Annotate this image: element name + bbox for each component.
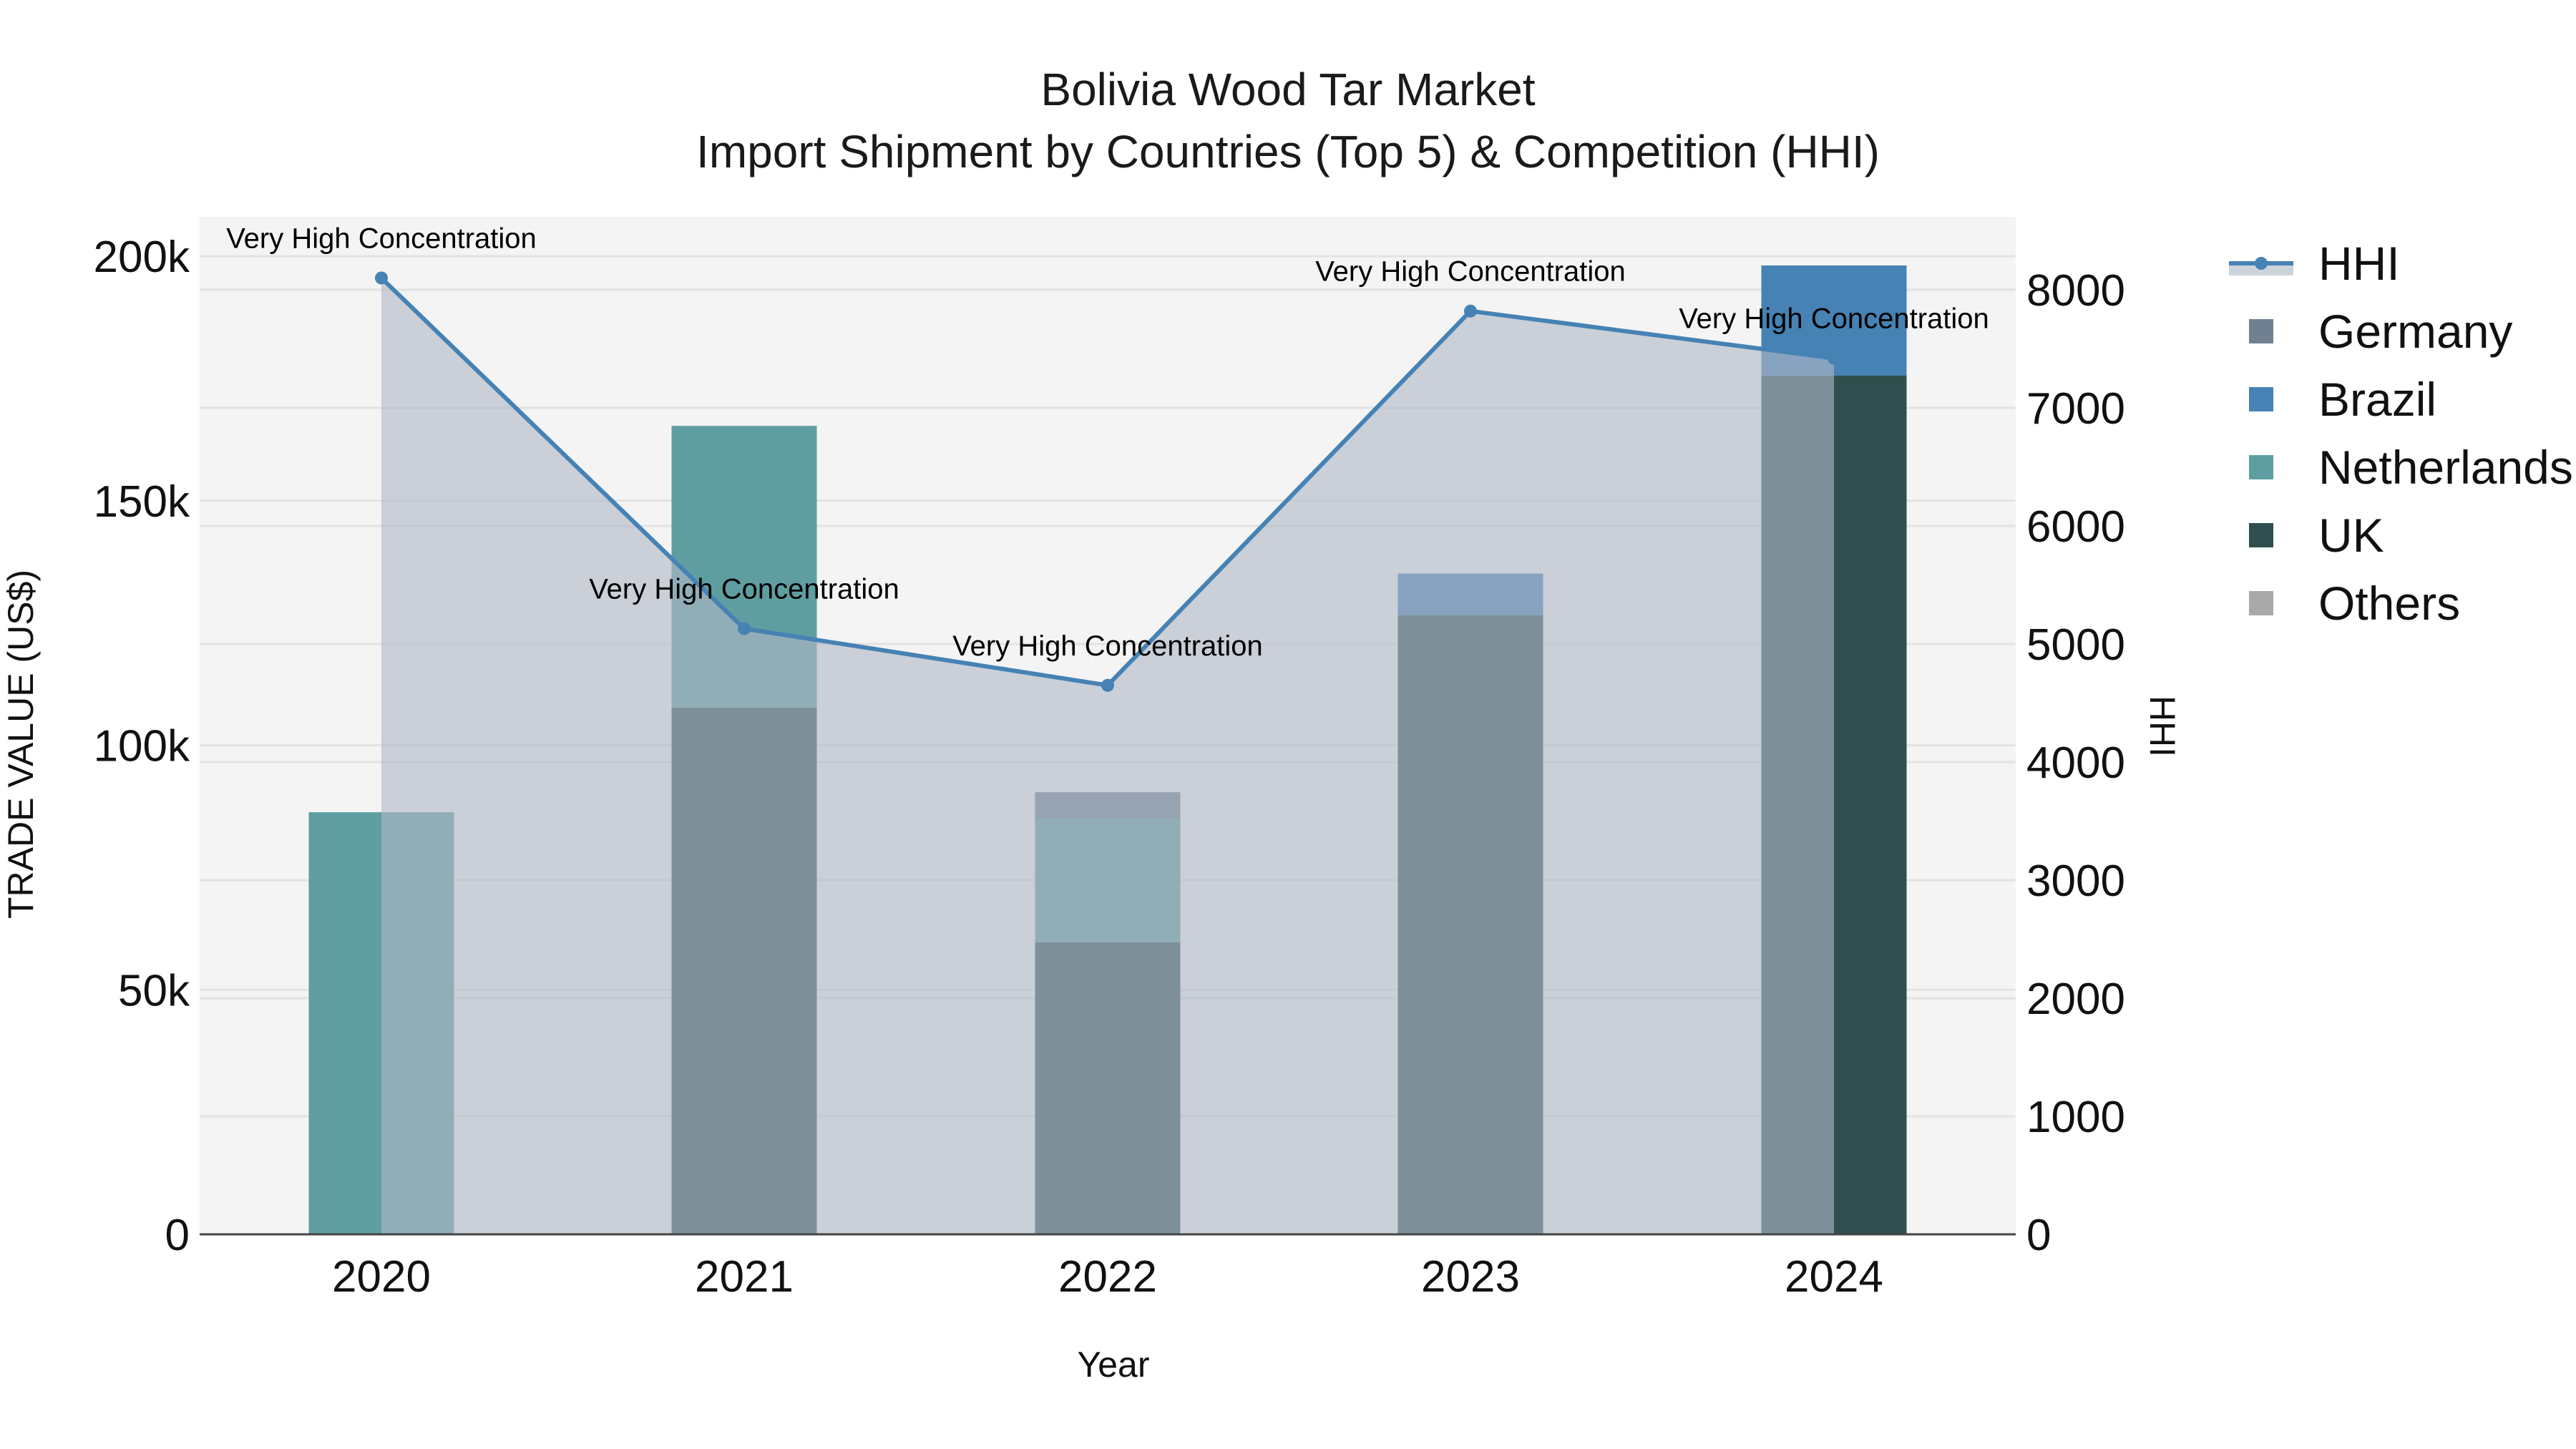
legend-label: HHI <box>2318 236 2400 290</box>
y-right-tick: 3000 <box>2026 857 2125 906</box>
hhi-annotation: Very High Concentration <box>1679 303 1989 335</box>
hhi-annotation: Very High Concentration <box>1315 256 1626 288</box>
hhi-annotation: Very High Concentration <box>952 630 1263 662</box>
square-swatch-icon <box>2249 590 2273 615</box>
legend: HHI Germany Brazil Netherlands UK Others <box>2218 229 2573 637</box>
hhi-area <box>381 278 1834 1234</box>
y-left-tick: 0 <box>165 1211 190 1260</box>
hhi-point-2021[interactable] <box>738 622 751 635</box>
chart-title-line1: Bolivia Wood Tar Market <box>1040 64 1536 115</box>
square-swatch-icon <box>2249 386 2273 411</box>
legend-label: Netherlands <box>2318 440 2573 494</box>
hhi-annotation: Very High Concentration <box>589 574 899 605</box>
y-right-tick: 6000 <box>2026 502 2125 552</box>
legend-item-others[interactable]: Others <box>2218 569 2573 637</box>
line-marker-icon <box>2229 256 2293 275</box>
hhi-annotation: Very High Concentration <box>226 223 537 255</box>
y-left-tick: 150k <box>94 477 190 527</box>
y-left-tick: 50k <box>118 966 190 1015</box>
legend-label: Others <box>2318 576 2461 630</box>
legend-item-netherlands[interactable]: Netherlands <box>2218 433 2573 501</box>
legend-item-brazil[interactable]: Brazil <box>2218 365 2573 433</box>
x-tick: 2023 <box>1421 1252 1520 1302</box>
y-right-tick: 1000 <box>2026 1093 2125 1142</box>
y-right-tick: 0 <box>2026 1211 2051 1260</box>
hhi-annotations: Very High Concentration Very High Concent… <box>226 223 1989 662</box>
axis-ticks: 0 50k 100k 150k 200k 0 1000 2000 3000 4000 5000 600… <box>94 233 2125 1302</box>
x-tick: 2022 <box>1058 1252 1157 1302</box>
legend-item-uk[interactable]: UK <box>2218 501 2573 569</box>
y-right-tick: 7000 <box>2026 384 2125 434</box>
square-swatch-icon <box>2249 318 2273 343</box>
hhi-point-2022[interactable] <box>1101 678 1114 692</box>
y-right-axis-title: HHI <box>2142 696 2182 757</box>
y-right-tick: 5000 <box>2026 620 2125 670</box>
hhi-point-2023[interactable] <box>1464 304 1477 318</box>
legend-label: Brazil <box>2318 372 2437 426</box>
y-left-axis-title: TRADE VALUE (US$) <box>1 570 41 919</box>
hhi-series <box>375 265 1907 1235</box>
legend-item-hhi[interactable]: HHI <box>2218 229 2573 297</box>
hhi-point-2020[interactable] <box>375 271 388 285</box>
y-right-tick: 8000 <box>2026 266 2125 316</box>
y-right-tick: 4000 <box>2026 738 2125 788</box>
legend-label: Germany <box>2318 304 2513 358</box>
y-left-tick: 100k <box>94 722 190 771</box>
y-right-tick: 2000 <box>2026 975 2125 1024</box>
x-axis-title: Year <box>1077 1345 1149 1385</box>
x-tick: 2024 <box>1785 1252 1883 1302</box>
x-tick: 2020 <box>332 1252 431 1302</box>
x-tick: 2021 <box>695 1252 794 1302</box>
legend-item-germany[interactable]: Germany <box>2218 297 2573 365</box>
square-swatch-icon <box>2249 522 2273 547</box>
legend-label: UK <box>2318 508 2384 562</box>
chart-title-line2: Import Shipment by Countries (Top 5) & C… <box>696 126 1880 177</box>
square-swatch-icon <box>2249 454 2273 479</box>
y-left-tick: 200k <box>94 233 190 282</box>
